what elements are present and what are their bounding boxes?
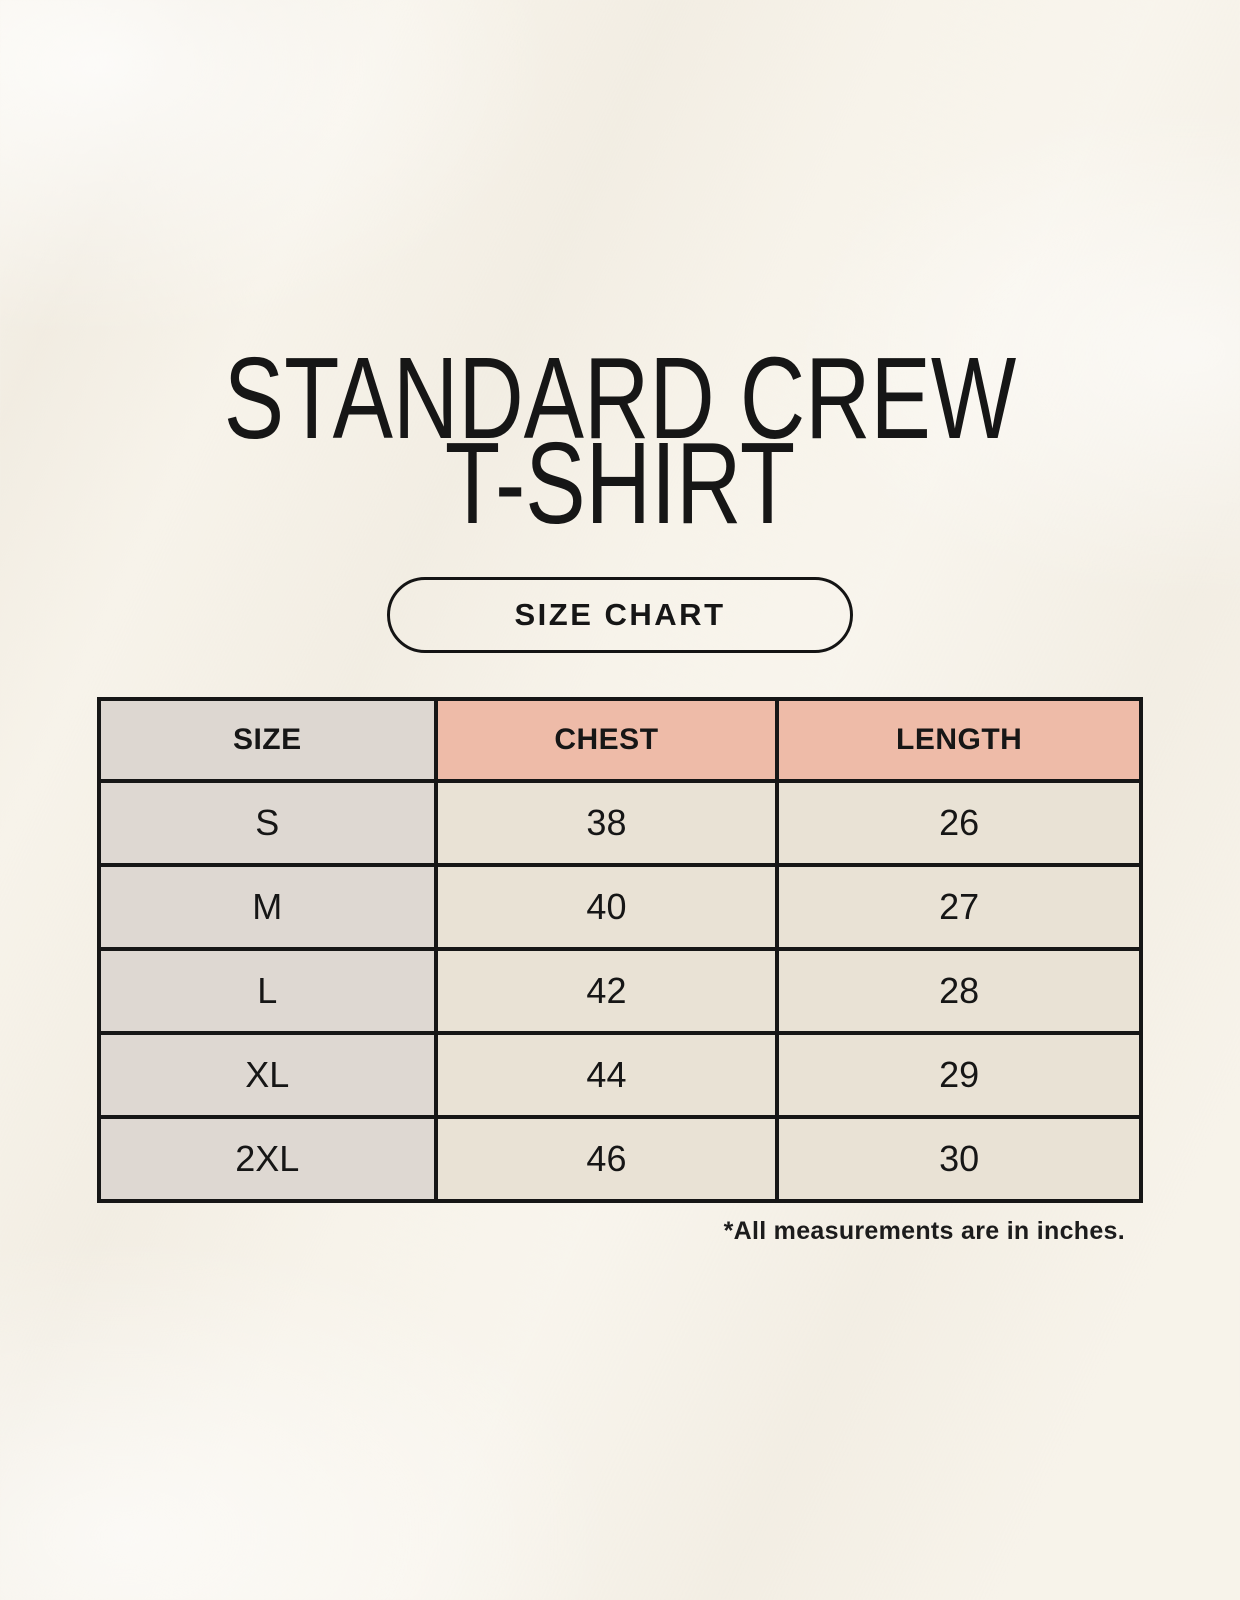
table-cell-chest: 42 [433,947,780,1036]
table-header-row: SIZE CHEST LENGTH [97,697,1143,784]
table-cell-chest: 38 [433,779,780,868]
table-cell-length: 28 [775,947,1143,1036]
table-cell-size: XL [97,1031,438,1120]
table-cell-length: 26 [775,779,1143,868]
table-row: L 42 28 [97,947,1143,1036]
size-chart-button[interactable]: SIZE CHART [387,577,853,654]
page-title: STANDARD CREW T-SHIRT [136,333,1103,548]
measurements-note: *All measurements are in inches. [723,1217,1125,1246]
table-row: M 40 27 [97,863,1143,952]
title-line-1: STANDARD CREW [223,333,1017,463]
table-row: 2XL 46 30 [97,1115,1143,1204]
table-row: XL 44 29 [97,1031,1143,1120]
table-cell-size: 2XL [97,1115,438,1204]
table-cell-chest: 46 [433,1115,780,1204]
table-cell-chest: 40 [433,863,780,952]
page-background: STANDARD CREW T-SHIRT SIZE CHART SIZE CH… [0,333,1240,1600]
size-chart-button-label: SIZE CHART [514,597,726,633]
table-cell-size: L [97,947,438,1036]
table-header-length: LENGTH [775,697,1143,784]
size-chart-table: SIZE CHEST LENGTH S 38 26 M 40 27 L 42 2… [97,697,1143,1204]
table-cell-length: 30 [775,1115,1143,1204]
table-cell-size: M [97,863,438,952]
table-header-size: SIZE [97,697,438,784]
table-cell-chest: 44 [433,1031,780,1120]
table-header-chest: CHEST [433,697,780,784]
table-row: S 38 26 [97,779,1143,868]
table-cell-length: 29 [775,1031,1143,1120]
table-cell-length: 27 [775,863,1143,952]
table-cell-size: S [97,779,438,868]
title-line-2: T-SHIRT [444,417,796,548]
